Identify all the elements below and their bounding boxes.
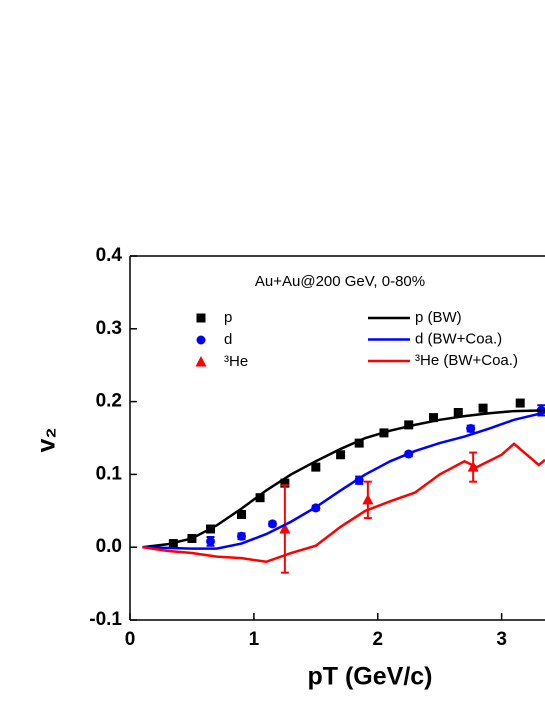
legend-label: d — [224, 331, 232, 348]
legend-label: d (BW+Coa.) — [415, 330, 502, 347]
y-tick-label: -0.1 — [89, 609, 122, 630]
legend-marker — [195, 356, 207, 367]
legend-label: p (BW) — [415, 309, 462, 326]
legend-label: p — [224, 309, 232, 326]
marker-square — [515, 398, 525, 408]
marker-square — [478, 403, 488, 413]
line — [142, 409, 545, 549]
marker-circle — [236, 531, 246, 541]
marker-triangle — [279, 523, 291, 534]
marker-square — [354, 438, 364, 448]
marker-circle — [267, 519, 277, 529]
marker-square — [336, 450, 346, 460]
marker-square — [429, 413, 439, 423]
legend-label: ³He (BW+Coa.) — [415, 352, 518, 369]
x-tick-label: 2 — [372, 629, 383, 650]
marker-square — [236, 509, 246, 519]
line — [142, 411, 545, 550]
y-tick-label: 0.4 — [96, 245, 123, 266]
legend-marker — [196, 335, 206, 345]
y-tick-label: 0.1 — [96, 463, 123, 484]
y-tick-label: 0.3 — [96, 318, 122, 339]
plot-area — [142, 398, 545, 574]
y-tick-label: 0.0 — [96, 536, 122, 557]
x-axis-label: pT (GeV/c) — [307, 663, 432, 691]
legend-marker — [196, 313, 206, 323]
x-tick-label: 3 — [496, 629, 507, 650]
x-tick-label: 0 — [125, 629, 136, 650]
marker-square — [280, 478, 290, 488]
marker-circle — [206, 536, 216, 546]
marker-square — [453, 408, 463, 418]
marker-square — [404, 420, 414, 430]
marker-triangle — [362, 493, 374, 505]
marker-circle — [466, 424, 476, 434]
annotation: Au+Au@200 GeV, 0-80% — [255, 273, 425, 290]
x-tick-label: 1 — [249, 629, 260, 650]
legend-label: ³He — [224, 353, 248, 370]
line — [142, 442, 545, 564]
y-axis-label: v₂ — [33, 427, 61, 452]
y-tick-label: 0.2 — [96, 391, 122, 412]
marker-square — [311, 462, 321, 472]
marker-square — [255, 493, 265, 503]
